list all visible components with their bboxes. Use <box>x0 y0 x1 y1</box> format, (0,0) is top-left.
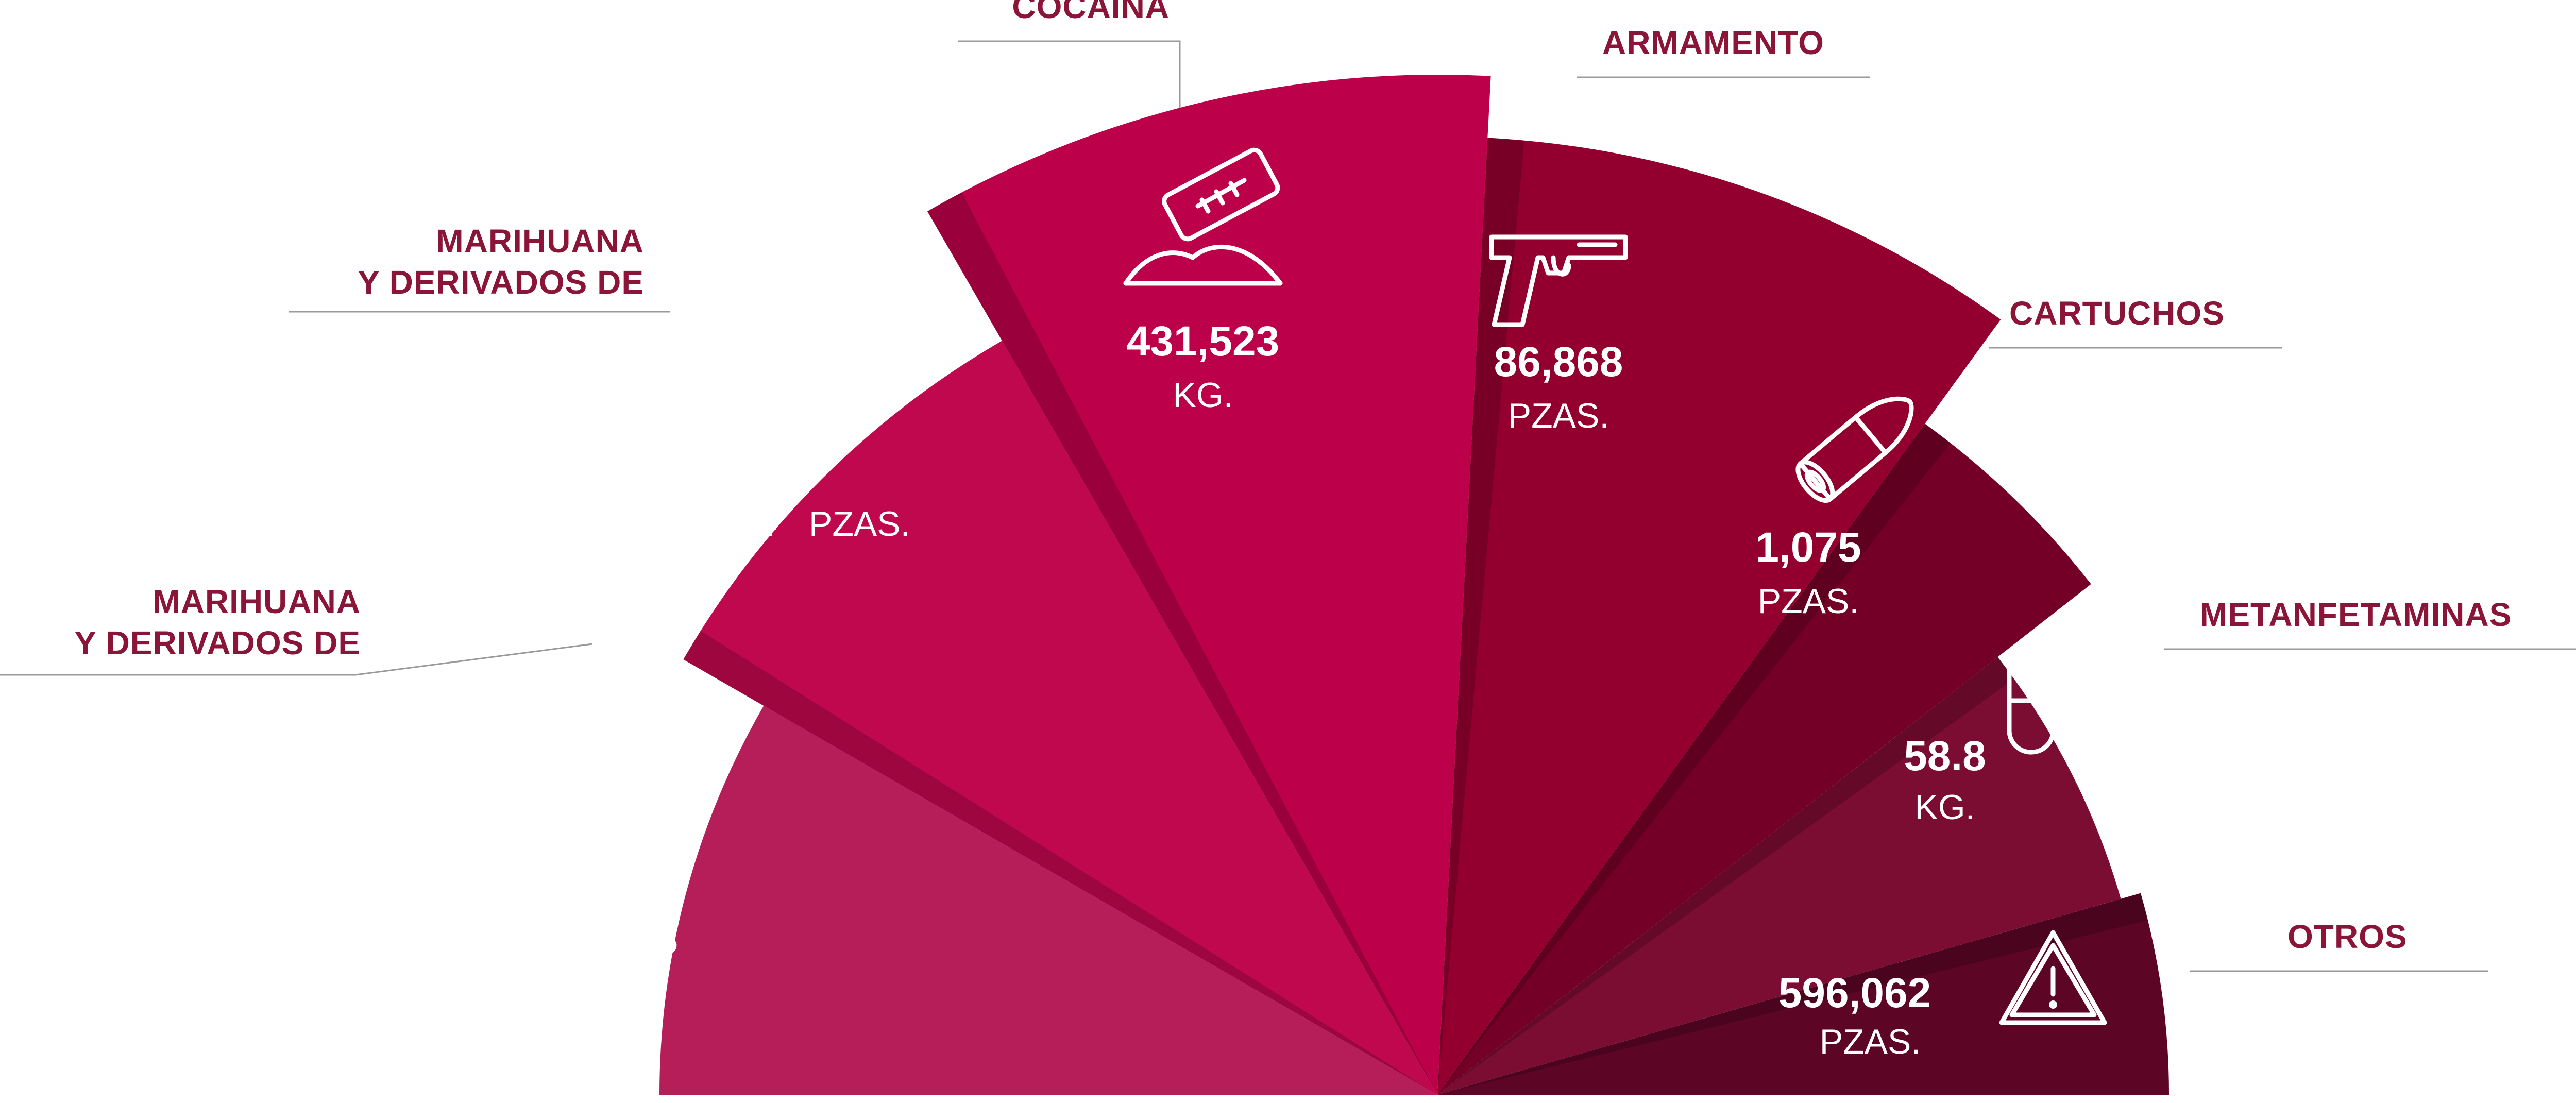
unit-label-6: KG. <box>1914 788 1975 827</box>
unit-label-1: KG. <box>616 922 676 961</box>
leader-line-3 <box>958 40 1181 108</box>
wedge-4 <box>1437 138 2001 1095</box>
pills-icon <box>2007 647 2124 755</box>
value-label-1: 614.413 <box>526 915 678 962</box>
pistol-icon <box>1489 234 1628 327</box>
unit-label-7: PZAS. <box>1820 1022 1921 1061</box>
wedge-shadow-3 <box>927 192 1437 1095</box>
unit-label-5: PZAS. <box>1758 582 1859 621</box>
category-label-4-line-1: ARMAMENTO <box>1602 24 1824 61</box>
unit-label-3: KG. <box>1173 376 1233 415</box>
category-label-6-line-1: METANFETAMINAS <box>2200 596 2512 633</box>
cannabis-leaf-icon <box>654 281 820 438</box>
bullet-icon <box>1795 396 1914 503</box>
wedge-7 <box>1437 893 2169 1095</box>
wedge-shadow-5 <box>1437 423 1951 1095</box>
wedge-6 <box>1437 657 2121 1095</box>
category-label-2-line-1: MARIHUANA <box>436 223 644 260</box>
leader-line-1 <box>0 643 593 676</box>
value-label-5: 1,075 <box>1755 524 1861 571</box>
unit-label-4: PZAS. <box>1508 396 1609 435</box>
category-label-5-line-1: CARTUCHOS <box>2009 295 2225 332</box>
category-label-3-line-1: COCAÍNA <box>1012 0 1170 25</box>
wedge-5 <box>1437 423 2091 1095</box>
cannabis-leaf-icon <box>370 693 536 850</box>
wedge-3 <box>927 74 1491 1095</box>
razor-powder-icon <box>1123 147 1283 286</box>
value-label-7: 596,062 <box>1778 970 1931 1016</box>
category-label-1-line-2: Y DERIVADOS DE <box>74 624 361 661</box>
wedge-shadow-2 <box>683 631 1437 1095</box>
wedge-shadow-6 <box>1437 657 2014 1095</box>
wedge-shadow-7 <box>1437 893 2148 1095</box>
category-label-1-line-1: MARIHUANA <box>152 583 361 620</box>
category-label-2-line-2: Y DERIVADOS DE <box>358 264 644 301</box>
wedge-2 <box>683 341 1437 1095</box>
wedge-1 <box>659 706 1437 1095</box>
category-label-7-line-1: OTROS <box>2287 918 2408 955</box>
value-label-2: 224 <box>706 498 776 545</box>
value-label-6: 58.8 <box>1904 733 1986 779</box>
warning-icon <box>1999 930 2107 1025</box>
unit-label-2: PZAS. <box>809 504 910 544</box>
value-label-4: 86,868 <box>1494 338 1623 385</box>
value-label-3: 431,523 <box>1127 318 1279 365</box>
wedge-shadow-4 <box>1437 138 1524 1095</box>
